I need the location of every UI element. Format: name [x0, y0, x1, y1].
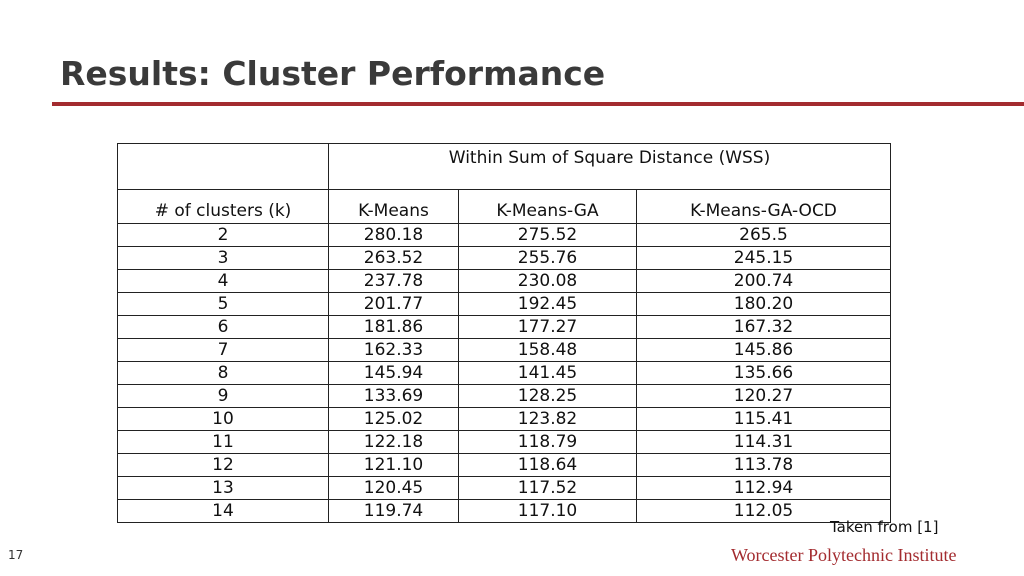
cell-kmeans-ga: 118.79 — [458, 430, 637, 454]
table-row: 14 119.74 117.10 112.05 — [117, 499, 891, 523]
table-row: 9 133.69 128.25 120.27 — [117, 384, 891, 408]
column-header-k: # of clusters (k) — [117, 189, 329, 224]
table-row: 5 201.77 192.45 180.20 — [117, 292, 891, 316]
cell-k: 2 — [117, 223, 329, 247]
table-row: 6 181.86 177.27 167.32 — [117, 315, 891, 339]
cell-k: 14 — [117, 499, 329, 523]
cell-kmeans: 263.52 — [328, 246, 459, 270]
cell-kmeans-ga-ocd: 112.94 — [636, 476, 891, 500]
cell-kmeans: 119.74 — [328, 499, 459, 523]
cell-kmeans-ga-ocd: 245.15 — [636, 246, 891, 270]
table-corner-cell — [117, 143, 329, 190]
table-group-header-row: Within Sum of Square Distance (WSS) — [117, 143, 891, 190]
cell-k: 5 — [117, 292, 329, 316]
table-row: 3 263.52 255.76 245.15 — [117, 246, 891, 270]
cell-kmeans-ga-ocd: 114.31 — [636, 430, 891, 454]
cell-k: 3 — [117, 246, 329, 270]
cell-kmeans-ga-ocd: 120.27 — [636, 384, 891, 408]
wss-results-table: Within Sum of Square Distance (WSS) # of… — [117, 143, 891, 523]
cell-kmeans: 237.78 — [328, 269, 459, 293]
page-number: 17 — [8, 548, 24, 562]
cell-k: 10 — [117, 407, 329, 431]
cell-kmeans-ga-ocd: 112.05 — [636, 499, 891, 523]
cell-kmeans-ga-ocd: 180.20 — [636, 292, 891, 316]
cell-kmeans: 133.69 — [328, 384, 459, 408]
cell-kmeans-ga: 118.64 — [458, 453, 637, 477]
cell-kmeans-ga: 158.48 — [458, 338, 637, 362]
table-column-header-row: # of clusters (k) K-Means K-Means-GA K-M… — [117, 189, 891, 224]
cell-kmeans-ga: 255.76 — [458, 246, 637, 270]
column-header-kmeans: K-Means — [328, 189, 459, 224]
cell-kmeans-ga: 117.52 — [458, 476, 637, 500]
cell-kmeans: 125.02 — [328, 407, 459, 431]
cell-kmeans-ga: 141.45 — [458, 361, 637, 385]
cell-kmeans-ga-ocd: 113.78 — [636, 453, 891, 477]
table-row: 12 121.10 118.64 113.78 — [117, 453, 891, 477]
cell-kmeans-ga-ocd: 265.5 — [636, 223, 891, 247]
cell-k: 8 — [117, 361, 329, 385]
cell-kmeans-ga: 128.25 — [458, 384, 637, 408]
cell-kmeans-ga-ocd: 200.74 — [636, 269, 891, 293]
cell-kmeans: 280.18 — [328, 223, 459, 247]
table-row: 10 125.02 123.82 115.41 — [117, 407, 891, 431]
cell-kmeans-ga-ocd: 145.86 — [636, 338, 891, 362]
table-row: 7 162.33 158.48 145.86 — [117, 338, 891, 362]
cell-kmeans-ga: 117.10 — [458, 499, 637, 523]
cell-kmeans: 121.10 — [328, 453, 459, 477]
table-row: 13 120.45 117.52 112.94 — [117, 476, 891, 500]
cell-kmeans-ga: 275.52 — [458, 223, 637, 247]
cell-kmeans: 162.33 — [328, 338, 459, 362]
cell-kmeans-ga-ocd: 115.41 — [636, 407, 891, 431]
table-row: 4 237.78 230.08 200.74 — [117, 269, 891, 293]
cell-k: 4 — [117, 269, 329, 293]
cell-k: 12 — [117, 453, 329, 477]
cell-kmeans-ga: 123.82 — [458, 407, 637, 431]
column-header-kmeans-ga: K-Means-GA — [458, 189, 637, 224]
cell-kmeans-ga-ocd: 167.32 — [636, 315, 891, 339]
cell-k: 6 — [117, 315, 329, 339]
source-attribution: Taken from [1] — [830, 518, 939, 536]
cell-kmeans-ga-ocd: 135.66 — [636, 361, 891, 385]
cell-kmeans: 145.94 — [328, 361, 459, 385]
title-divider — [52, 102, 1024, 106]
cell-kmeans-ga: 230.08 — [458, 269, 637, 293]
table-row: 8 145.94 141.45 135.66 — [117, 361, 891, 385]
cell-kmeans: 122.18 — [328, 430, 459, 454]
cell-kmeans: 181.86 — [328, 315, 459, 339]
cell-kmeans: 120.45 — [328, 476, 459, 500]
cell-kmeans-ga: 192.45 — [458, 292, 637, 316]
table-row: 2 280.18 275.52 265.5 — [117, 223, 891, 247]
cell-k: 9 — [117, 384, 329, 408]
cell-kmeans-ga: 177.27 — [458, 315, 637, 339]
table-body: Within Sum of Square Distance (WSS) # of… — [117, 143, 891, 523]
column-header-kmeans-ga-ocd: K-Means-GA-OCD — [636, 189, 891, 224]
cell-k: 11 — [117, 430, 329, 454]
wss-group-header: Within Sum of Square Distance (WSS) — [328, 143, 891, 190]
cell-k: 13 — [117, 476, 329, 500]
cell-kmeans: 201.77 — [328, 292, 459, 316]
table-row: 11 122.18 118.79 114.31 — [117, 430, 891, 454]
slide-title: Results: Cluster Performance — [60, 54, 606, 93]
institution-logo-text: Worcester Polytechnic Institute — [731, 545, 957, 565]
cell-k: 7 — [117, 338, 329, 362]
